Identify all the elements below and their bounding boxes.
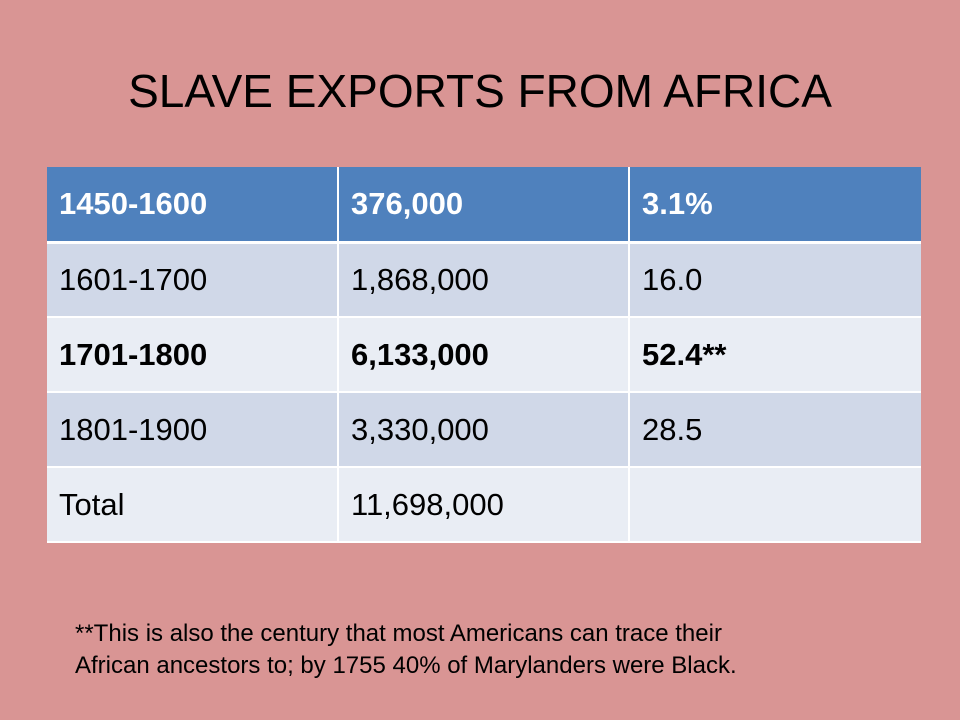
percent-cell: 3.1% (629, 167, 921, 244)
exports-cell: 376,000 (338, 167, 630, 244)
table-row: 1801-1900 3,330,000 28.5 (47, 392, 921, 468)
table-row: Total 11,698,000 (47, 467, 921, 543)
percent-cell: 28.5 (629, 392, 921, 468)
exports-table: 1450-1600 376,000 3.1% 1601-1700 1,868,0… (47, 167, 921, 543)
slide-title: SLAVE EXPORTS FROM AFRICA (128, 65, 832, 117)
period-cell: 1801-1900 (47, 392, 339, 468)
table-row: 1701-1800 6,133,000 52.4** (47, 317, 921, 393)
footnote-line-2: African ancestors to; by 1755 40% of Mar… (75, 652, 737, 679)
footnote-line-1: **This is also the century that most Ame… (75, 620, 722, 647)
period-cell: 1601-1700 (47, 242, 339, 318)
exports-cell: 11,698,000 (338, 467, 630, 543)
period-cell: Total (47, 467, 339, 543)
period-cell: 1450-1600 (47, 167, 339, 244)
table-row: 1450-1600 376,000 3.1% (47, 167, 921, 244)
percent-cell: 52.4** (629, 317, 921, 393)
percent-cell (629, 467, 921, 543)
exports-cell: 3,330,000 (338, 392, 630, 468)
period-cell: 1701-1800 (47, 317, 339, 393)
footnote: **This is also the century that most Ame… (75, 618, 915, 682)
percent-cell: 16.0 (629, 242, 921, 318)
exports-cell: 6,133,000 (338, 317, 630, 393)
exports-cell: 1,868,000 (338, 242, 630, 318)
table-row: 1601-1700 1,868,000 16.0 (47, 242, 921, 318)
